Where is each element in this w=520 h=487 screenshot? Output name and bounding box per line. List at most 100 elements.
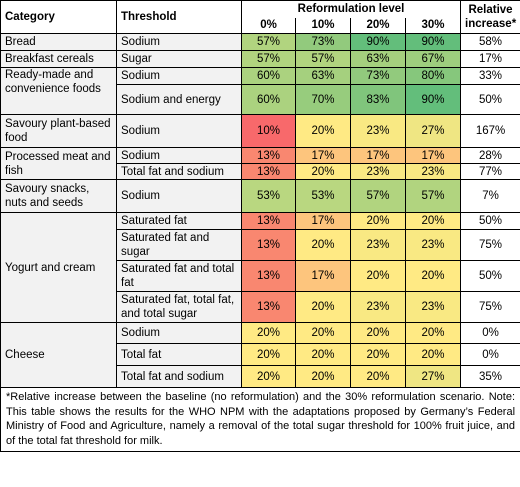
results-table: Category Threshold Reformulation level R…	[0, 0, 520, 452]
header-level-30: 30%	[404, 17, 462, 34]
value-cell: 20%	[295, 291, 351, 323]
threshold-cell: Sodium	[116, 179, 242, 213]
relative-cell: 77%	[460, 163, 520, 180]
value-cell: 20%	[241, 365, 296, 388]
value-cell: 10%	[241, 114, 296, 148]
relative-cell: 58%	[460, 33, 520, 51]
value-cell: 23%	[404, 291, 462, 323]
value-cell: 90%	[404, 33, 462, 51]
value-cell: 53%	[241, 179, 296, 213]
value-cell: 13%	[241, 147, 296, 164]
header-reformulation-level: Reformulation level	[240, 0, 462, 18]
value-cell: 23%	[350, 114, 406, 148]
table-row: Bread Sodium 57% 73% 90% 90% 58%	[0, 33, 520, 51]
relative-cell: 0%	[460, 322, 520, 344]
value-cell: 17%	[295, 147, 351, 164]
value-cell: 20%	[350, 260, 406, 292]
category-cell: Breakfast cereals	[0, 50, 117, 68]
value-cell: 20%	[350, 365, 406, 388]
threshold-cell: Sodium and energy	[116, 84, 242, 115]
value-cell: 73%	[350, 67, 406, 85]
category-cell: Processed meat and fish	[0, 147, 117, 180]
value-cell: 70%	[295, 84, 351, 115]
relative-cell: 50%	[460, 212, 520, 230]
value-cell: 57%	[241, 33, 296, 51]
relative-cell: 50%	[460, 84, 520, 115]
header-category: Category	[0, 0, 117, 34]
threshold-cell: Sodium	[116, 33, 242, 51]
value-cell: 53%	[295, 179, 351, 213]
value-cell: 20%	[295, 343, 351, 366]
category-cell: Savoury snacks, nuts and seeds	[0, 179, 117, 213]
relative-cell: 7%	[460, 179, 520, 213]
header-level-10: 10%	[295, 17, 351, 34]
relative-cell: 33%	[460, 67, 520, 85]
header-threshold: Threshold	[116, 0, 242, 34]
threshold-cell: Saturated fat and sugar	[116, 229, 242, 261]
value-cell: 13%	[241, 229, 296, 261]
relative-cell: 50%	[460, 260, 520, 292]
table-row: Sodium and energy 60% 70% 83% 90% 50%	[1, 84, 520, 115]
value-cell: 20%	[295, 229, 351, 261]
value-cell: 57%	[241, 50, 296, 68]
value-cell: 20%	[350, 322, 406, 344]
value-cell: 13%	[241, 291, 296, 323]
value-cell: 13%	[241, 260, 296, 292]
table-row: Saturated fat, total fat, and total suga…	[1, 291, 520, 323]
threshold-cell: Sodium	[116, 322, 242, 344]
relative-cell: 75%	[460, 229, 520, 261]
threshold-cell: Saturated fat	[116, 212, 242, 230]
value-cell: 17%	[404, 147, 462, 164]
value-cell: 20%	[404, 343, 462, 366]
value-cell: 57%	[295, 50, 351, 68]
value-cell: 17%	[350, 147, 406, 164]
value-cell: 80%	[404, 67, 462, 85]
category-cell: Yogurt and cream	[0, 212, 117, 323]
threshold-cell: Saturated fat, total fat, and total suga…	[116, 291, 242, 323]
value-cell: 23%	[350, 229, 406, 261]
threshold-cell: Saturated fat and total fat	[116, 260, 242, 292]
table-row: Saturated fat and total fat 13% 17% 20% …	[1, 260, 520, 292]
threshold-cell: Sugar	[116, 50, 242, 68]
threshold-cell: Sodium	[116, 114, 242, 148]
threshold-cell: Total fat and sodium	[116, 163, 242, 180]
category-cell: Savoury plant-based food	[0, 114, 117, 148]
category-cell: Bread	[0, 33, 117, 51]
value-cell: 20%	[295, 365, 351, 388]
table-row: Savoury snacks, nuts and seeds Sodium 53…	[0, 179, 520, 213]
value-cell: 23%	[350, 291, 406, 323]
footnote-row: *Relative increase between the baseline …	[0, 387, 520, 452]
header-level-20: 20%	[350, 17, 406, 34]
value-cell: 57%	[350, 179, 406, 213]
table-row: Yogurt and cream Saturated fat 13% 17% 2…	[0, 212, 520, 323]
table-row: Cheese Sodium 20% 20% 20% 20% 0%	[0, 322, 520, 388]
value-cell: 73%	[295, 33, 351, 51]
category-cell: Cheese	[0, 322, 117, 388]
value-cell: 63%	[350, 50, 406, 68]
threshold-cell: Sodium	[116, 67, 242, 85]
table-row: Ready-made and convenience foods Sodium …	[0, 67, 520, 115]
table-row: Processed meat and fish Sodium 13% 17% 1…	[0, 147, 520, 180]
value-cell: 20%	[404, 322, 462, 344]
threshold-cell: Sodium	[116, 147, 242, 164]
category-cell: Ready-made and convenience foods	[0, 67, 117, 115]
header-level-0: 0%	[241, 17, 296, 34]
value-cell: 23%	[404, 229, 462, 261]
threshold-cell: Total fat and sodium	[116, 365, 242, 388]
relative-cell: 0%	[460, 343, 520, 366]
value-cell: 63%	[295, 67, 351, 85]
relative-cell: 167%	[460, 114, 520, 148]
table-row: Saturated fat and sugar 13% 20% 23% 23% …	[1, 229, 520, 261]
table-row: Breakfast cereals Sugar 57% 57% 63% 67% …	[0, 50, 520, 68]
value-cell: 67%	[404, 50, 462, 68]
value-cell: 23%	[404, 163, 462, 180]
value-cell: 20%	[350, 212, 406, 230]
value-cell: 20%	[404, 212, 462, 230]
relative-cell: 35%	[460, 365, 520, 388]
relative-cell: 75%	[460, 291, 520, 323]
value-cell: 20%	[295, 322, 351, 344]
value-cell: 60%	[241, 84, 296, 115]
value-cell: 23%	[350, 163, 406, 180]
value-cell: 13%	[241, 163, 296, 180]
